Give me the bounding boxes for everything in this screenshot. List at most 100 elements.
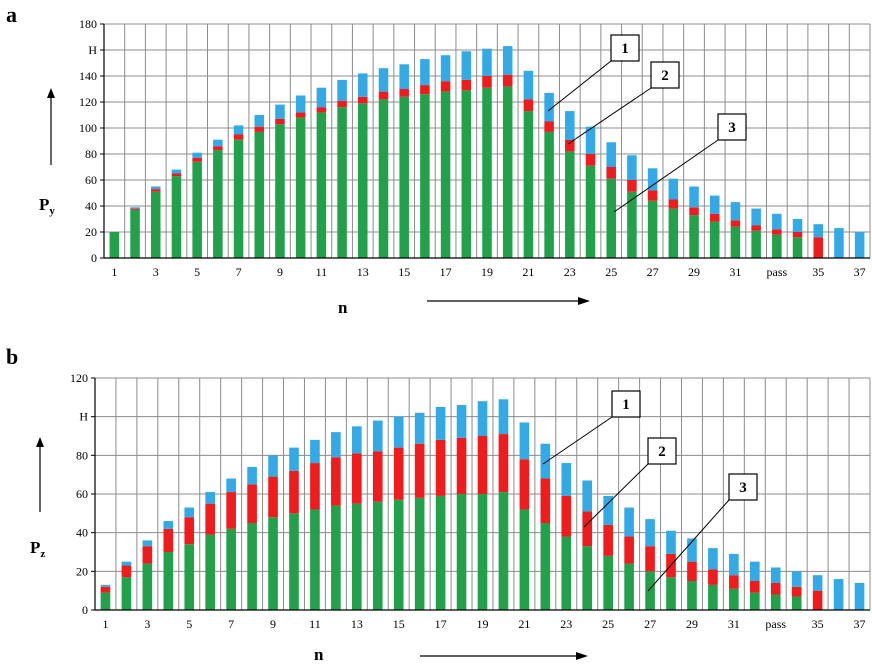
panel-b-bar-series-3: [791, 596, 802, 610]
panel-b-bar-series-2: [603, 524, 613, 556]
panel-b-bar-series-3: [519, 509, 530, 610]
panel-a-bar-series-2: [295, 112, 306, 118]
panel-a-ylabel-sub: y: [49, 205, 55, 217]
panel-b-bar-series-3: [142, 563, 153, 610]
panel-a-bar-series-1: [130, 207, 140, 209]
panel-b-bar-series-1: [561, 463, 572, 496]
panel-b-bar-series-3: [729, 588, 739, 610]
panel-b-bar-series-1: [666, 530, 676, 554]
panel-a-bar-series-3: [606, 178, 616, 258]
panel-b-bar-series-1: [749, 561, 760, 581]
panel-a-y-tick-label: 80: [85, 147, 97, 161]
panel-b-bar-series-2: [770, 582, 781, 595]
panel-b-x-tick-label: 37: [854, 617, 866, 631]
panel-b-bar-series-3: [289, 513, 299, 610]
panel-a-bar-series-1: [709, 195, 720, 214]
panel-a-bar-series-1: [606, 142, 616, 167]
panel-b-bar-series-3: [770, 594, 781, 610]
panel-a-bar-series-2: [192, 157, 202, 162]
panel-b-bar-series-3: [163, 552, 174, 610]
panel-b-x-tick-label: 9: [270, 617, 276, 631]
panel-a-bar-series-1: [854, 232, 865, 258]
panel-b-bar-series-1: [770, 567, 781, 583]
panel-b-callout-label: 2: [658, 444, 666, 460]
panel-a-bar-series-3: [482, 87, 492, 258]
panel-b-x-tick-label: 7: [228, 617, 234, 631]
panel-a-bar-series-2: [482, 76, 492, 88]
panel-b-bar-series-2: [121, 565, 132, 578]
panel-a-bar-series-3: [440, 91, 451, 258]
panel-a-x-tick-label: 3: [153, 265, 159, 279]
panel-a-y-tick-label: 20: [85, 225, 97, 239]
panel-b-bar-series-2: [561, 495, 572, 537]
panel-a-x-tick-label: 29: [688, 265, 700, 279]
panel-a-callout-label: 1: [621, 41, 629, 57]
panel-b-bar-series-2: [456, 437, 467, 494]
panel-b-bar-series-1: [833, 579, 844, 610]
panel-b-x-arrow: [420, 652, 588, 660]
panel-a-bar-series-3: [213, 150, 223, 258]
panel-b-callout-label: 1: [622, 397, 630, 413]
panel-a-bar-series-1: [192, 152, 202, 158]
panel-b-bar-series-2: [163, 528, 174, 552]
panel-a-bar-series-1: [689, 186, 699, 208]
panel-a-bar-series-1: [813, 224, 824, 238]
panel-b-bar-series-3: [603, 555, 613, 610]
panel-b-bar-series-1: [331, 432, 341, 458]
panel-b-x-tick-label: 5: [186, 617, 192, 631]
panel-b-bar-series-3: [498, 492, 509, 610]
panel-b-bar-series-2: [310, 463, 320, 510]
panel-a-x-tick-label: 21: [522, 265, 534, 279]
panel-b-y-tick-label: 0: [82, 603, 88, 617]
panel-a-bar-series-2: [461, 79, 472, 91]
panel-a-bar-series-3: [730, 226, 741, 258]
panel-a-x-tick-label: 7: [236, 265, 242, 279]
panel-b-bar-series-1: [645, 519, 655, 547]
panel-a-callout-label: 2: [661, 68, 669, 84]
panel-a-bar-series-3: [792, 237, 803, 258]
panel-a-y-tick-label: 140: [79, 69, 97, 83]
panel-b-bar-series-3: [393, 499, 404, 610]
panel-b-x-tick-label: 27: [644, 617, 656, 631]
panel-a-bar-series-1: [544, 92, 554, 122]
panel-b-bar-series-1: [142, 540, 153, 547]
panel-b-bar-series-3: [205, 534, 216, 610]
panel-a-bar-series-1: [399, 64, 409, 89]
panel-b-bar-series-3: [561, 536, 572, 610]
panel-a-bar-series-2: [337, 100, 347, 108]
panel-a-bar-series-2: [254, 126, 265, 132]
panel-b-bar-series-3: [582, 546, 593, 610]
panel-b-bar-series-1: [854, 582, 865, 610]
panel-a-bar-series-1: [295, 95, 306, 113]
panel-b-bar-series-2: [414, 443, 425, 498]
panel-a-bar-series-1: [792, 219, 803, 232]
panel-b-y-tick-label: 80: [76, 448, 88, 462]
panel-b-bar-series-3: [666, 577, 676, 610]
panel-b-bar-series-1: [205, 492, 216, 504]
panel-b-bar-series-3: [372, 501, 383, 610]
panel-b-bar-series-2: [624, 536, 634, 564]
panel-b-callout-leader: [542, 416, 613, 465]
panel-b-bar-series-2: [268, 476, 278, 518]
panel-a-bar-series-1: [627, 155, 637, 180]
panel-b-callout-leader: [583, 463, 649, 528]
panel-a-x-tick-label: 31: [729, 265, 741, 279]
panel-a-x-tick-label: pass: [767, 265, 788, 279]
panel-a-bar-series-1: [316, 87, 327, 108]
panel-b-bar-series-1: [582, 480, 593, 512]
panel-a-bar-series-3: [192, 161, 202, 258]
panel-a-bar-series-2: [813, 237, 824, 258]
panel-a-bar-series-1: [150, 186, 161, 190]
panel-a-bar-series-2: [668, 199, 679, 209]
panel-b-bar-series-1: [812, 575, 823, 591]
panel-a-bar-series-2: [523, 99, 534, 112]
panel-b-bar-series-3: [749, 592, 760, 610]
panel-b-bar-series-1: [498, 399, 509, 435]
panel-a-x-tick-label: 23: [564, 265, 576, 279]
panel-a-bar-series-3: [565, 151, 575, 258]
panel-b-bar-series-2: [498, 434, 509, 493]
panel-a-bar-series-3: [751, 230, 761, 258]
panel-b-bar-series-2: [791, 586, 802, 597]
panel-b-bar-series-1: [184, 507, 195, 518]
panel-b-ylabel-sub: z: [40, 548, 45, 560]
